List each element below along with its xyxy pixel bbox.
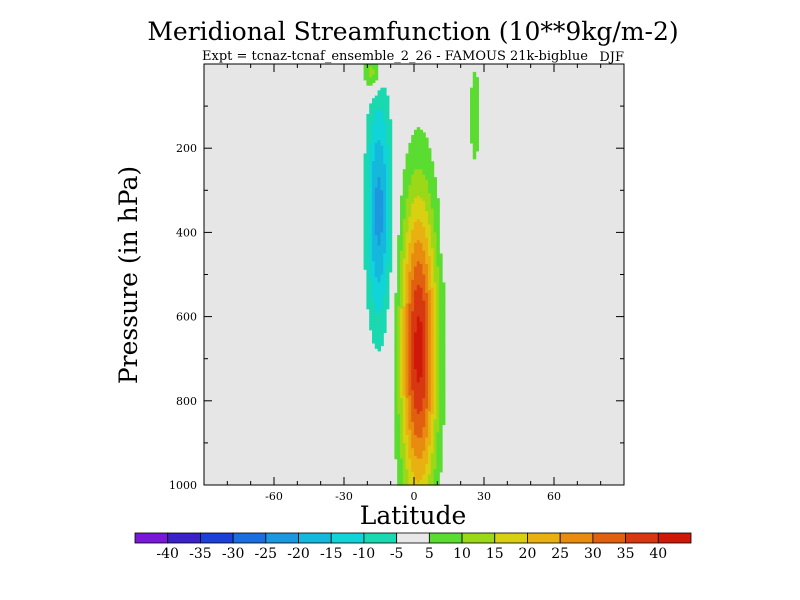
colorbar-swatch xyxy=(265,532,299,544)
colorbar-swatch xyxy=(363,532,398,544)
colorbar-tick-label: 35 xyxy=(617,546,635,562)
colorbar-swatch xyxy=(298,532,332,544)
colorbar-swatch xyxy=(134,532,169,544)
x-tick-label: 60 xyxy=(547,490,561,503)
colorbar-swatch xyxy=(200,532,234,544)
colorbar-swatch xyxy=(592,532,626,544)
colorbar-tick-label: -35 xyxy=(189,546,212,562)
colorbar-swatch xyxy=(428,532,463,544)
colorbar-tick-label: -10 xyxy=(353,546,376,562)
colorbar-tick-label: 5 xyxy=(425,546,434,562)
colorbar-swatch xyxy=(167,532,201,544)
colorbar-tick-label: 40 xyxy=(649,546,667,562)
colorbar-tick-label: 20 xyxy=(519,546,537,562)
colorbar-tick-label: -30 xyxy=(222,546,245,562)
x-tick-label: -60 xyxy=(265,490,283,503)
colorbar-tick-label: -15 xyxy=(320,546,343,562)
x-tick-label: 30 xyxy=(477,490,491,503)
colorbar-tick-label: 30 xyxy=(584,546,602,562)
y-tick-label: 200 xyxy=(176,142,197,155)
colorbar-tick-label: 10 xyxy=(453,546,471,562)
x-tick-label: -30 xyxy=(335,490,353,503)
colorbar-swatch xyxy=(657,532,692,544)
y-tick-label: 800 xyxy=(176,395,197,408)
y-tick-label: 400 xyxy=(176,226,197,239)
contour-fill-layer xyxy=(363,64,479,486)
colorbar-tick-label: -40 xyxy=(156,546,179,562)
y-tick-label: 600 xyxy=(176,311,197,324)
colorbar-swatch xyxy=(625,532,659,544)
colorbar-swatch xyxy=(330,532,365,544)
colorbar-swatch xyxy=(494,532,528,544)
axis-ticks: -60 -30 0 30 60 200 400 600 800 1000 xyxy=(169,64,624,503)
colorbar-tick-label: -20 xyxy=(287,546,310,562)
chart-title: Meridional Streamfunction (10**9kg/m-2) xyxy=(147,17,678,46)
y-axis-label: Pressure (in hPa) xyxy=(114,166,143,384)
colorbar-tick-label: 25 xyxy=(551,546,569,562)
colorbar-tick-label: -5 xyxy=(390,546,404,562)
colorbar: -40 -35 -30 -25 -20 -15 -10 -5 5 10 15 20 25 30 35 40 xyxy=(134,532,692,562)
chart-subtitle: Expt = tcnaz-tcnaf_ensemble_2_26 - FAMOU… xyxy=(202,49,588,64)
season-label: DJF xyxy=(599,50,624,65)
x-axis-label: Latitude xyxy=(360,501,467,530)
colorbar-swatch xyxy=(232,532,267,544)
colorbar-tick-label: -25 xyxy=(255,546,278,562)
x-tick-label: 0 xyxy=(411,490,418,503)
y-tick-label: 1000 xyxy=(169,479,197,492)
colorbar-swatch xyxy=(461,532,496,544)
colorbar-swatch xyxy=(396,532,430,544)
colorbar-tick-label: 15 xyxy=(486,546,504,562)
colorbar-swatch xyxy=(527,532,561,544)
colorbar-swatch xyxy=(559,532,594,544)
